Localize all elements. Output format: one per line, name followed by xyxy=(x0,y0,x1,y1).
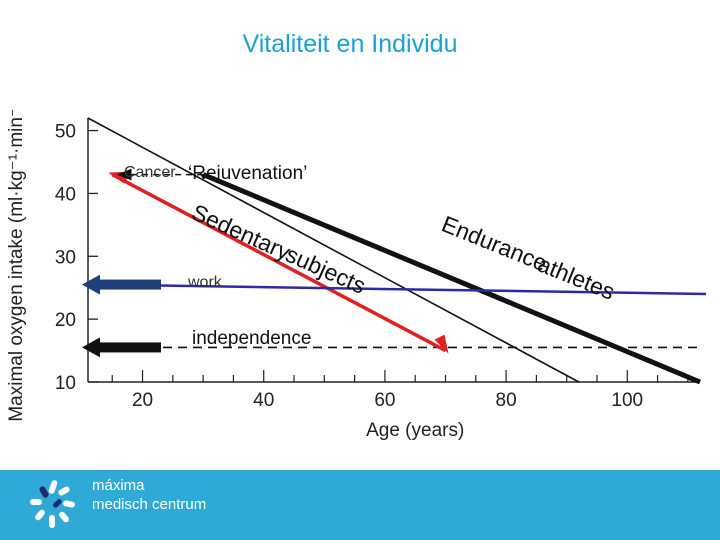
arrow-shaft xyxy=(97,279,161,290)
y-tick-label: 50 xyxy=(55,122,76,143)
arrow-shaft xyxy=(97,342,161,353)
series-layer xyxy=(82,117,707,385)
x-tick-label: 20 xyxy=(132,390,153,411)
arrow-head xyxy=(82,337,100,358)
footer-bar: máxima medisch centrum xyxy=(0,470,720,540)
sedentary-line xyxy=(87,117,580,383)
work-level-line xyxy=(100,283,707,296)
slide-title: Vitaliteit en Individu xyxy=(242,30,458,58)
x-tick-label: 60 xyxy=(374,390,395,411)
cancer-label: Cancer xyxy=(124,164,176,181)
y-tick-label: 30 xyxy=(55,247,76,268)
logo-wordmark: máxima medisch centrum xyxy=(92,476,206,514)
sedentary-label-2: subjects xyxy=(282,241,370,299)
logo-line-2: medisch centrum xyxy=(92,496,207,513)
arrow-head xyxy=(82,274,100,295)
axes: 10 20 30 40 50 20 40 60 80 100 Age (years) Maximal … xyxy=(6,110,700,441)
y-tick-label: 40 xyxy=(55,184,76,205)
y-tick-label: 10 xyxy=(55,373,76,394)
y-tick-label: 20 xyxy=(55,310,76,331)
x-tick-label: 100 xyxy=(611,390,643,411)
independence-level-arrow xyxy=(82,337,161,358)
y-axis-label: Maximal oxygen intake (ml·kg⁻¹·min⁻¹) xyxy=(6,110,27,422)
independence-label: independence xyxy=(192,328,311,349)
maxima-logo-icon xyxy=(30,480,75,528)
oxygen-intake-chart: 10 20 30 40 50 20 40 60 80 100 Age (years) Maximal … xyxy=(6,110,707,441)
x-axis-label: Age (years) xyxy=(366,420,464,441)
rejuvenation-label: ‘Rejuvenation’ xyxy=(188,163,307,184)
logo-line-1: máxima xyxy=(92,477,145,494)
cancer-arrowhead-end xyxy=(434,334,449,354)
work-label: work xyxy=(187,274,223,291)
athletes-line xyxy=(202,172,701,385)
x-tick-label: 40 xyxy=(253,390,274,411)
athletes-label-2: athletes xyxy=(534,251,618,305)
cancer-line xyxy=(111,173,447,353)
work-level-arrow xyxy=(82,274,161,295)
x-tick-label: 80 xyxy=(496,390,517,411)
athletes-label-1: Endurance xyxy=(438,211,551,277)
